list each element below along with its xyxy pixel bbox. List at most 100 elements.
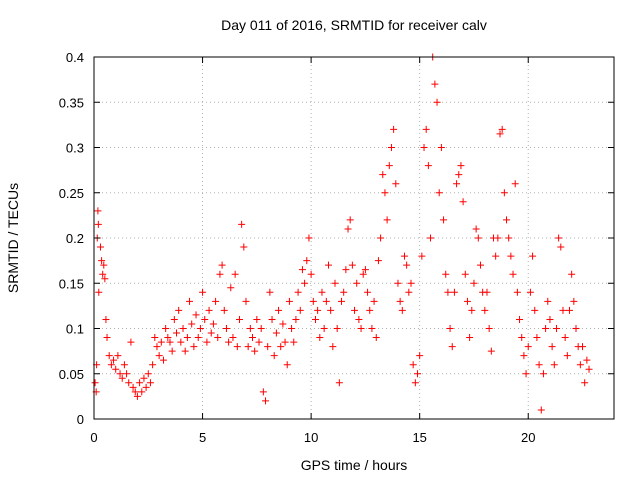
data-point (329, 343, 337, 351)
data-point (268, 315, 276, 323)
data-point (157, 338, 165, 346)
data-point (444, 288, 452, 296)
data-point (292, 315, 300, 323)
data-point (420, 144, 428, 151)
data-point (539, 370, 547, 378)
data-point (155, 352, 163, 360)
data-point (257, 325, 265, 332)
data-point (472, 225, 480, 233)
data-point (405, 288, 413, 296)
data-point (390, 125, 398, 133)
data-point (159, 356, 167, 364)
data-point (455, 171, 463, 179)
data-point (233, 343, 241, 351)
data-point (561, 334, 569, 342)
data-point (505, 234, 513, 242)
data-point (355, 315, 363, 323)
data-point (496, 130, 504, 138)
data-point (199, 288, 207, 296)
data-point (379, 171, 387, 179)
x-tick-label: 0 (90, 430, 97, 445)
y-tick-label: 0.05 (59, 367, 84, 382)
data-point (409, 361, 417, 369)
y-tick-label: 0.2 (66, 231, 84, 246)
data-point (509, 270, 517, 278)
data-point (565, 306, 573, 314)
data-point (535, 361, 543, 369)
data-point (242, 297, 250, 305)
data-point (361, 266, 369, 274)
data-point (107, 361, 115, 369)
data-point (231, 270, 239, 278)
data-point (542, 325, 550, 332)
data-point (294, 288, 302, 296)
data-point (550, 361, 558, 369)
data-point (411, 379, 419, 387)
data-point (166, 338, 174, 346)
data-point (568, 270, 576, 278)
data-point (368, 325, 376, 332)
data-point (101, 275, 109, 283)
data-point (307, 270, 315, 278)
data-point (476, 261, 484, 269)
y-tick-label: 0.25 (59, 186, 84, 201)
data-point (255, 338, 263, 346)
data-point (442, 270, 450, 278)
data-point (503, 216, 511, 224)
data-point (507, 252, 515, 260)
data-point (153, 343, 161, 351)
data-point (344, 225, 352, 233)
data-point (142, 383, 150, 391)
data-point (151, 334, 159, 342)
data-point (149, 361, 157, 369)
data-point (99, 270, 107, 278)
data-point (422, 125, 430, 133)
x-tick-label: 15 (412, 430, 426, 445)
data-point (238, 220, 246, 228)
data-point (424, 162, 432, 170)
data-point (112, 365, 120, 373)
data-point (453, 180, 461, 188)
data-point (364, 288, 372, 296)
data-point (220, 306, 228, 314)
data-point (192, 311, 200, 319)
data-point (240, 243, 248, 251)
data-point (186, 297, 194, 305)
data-point (120, 361, 128, 369)
data-point (179, 325, 187, 332)
data-point (585, 365, 593, 373)
data-point (183, 334, 191, 342)
data-point (309, 297, 317, 305)
data-point (583, 356, 591, 364)
data-point (431, 80, 439, 88)
data-point (359, 270, 367, 278)
data-point (335, 379, 343, 387)
data-point (164, 334, 172, 342)
data-point (131, 388, 139, 396)
data-point (492, 252, 500, 260)
data-point (570, 297, 578, 305)
data-point (351, 306, 359, 314)
data-point (348, 261, 356, 269)
data-point (100, 261, 108, 269)
y-tick-label: 0 (77, 412, 84, 427)
y-tick-label: 0.4 (66, 50, 84, 65)
data-point (526, 288, 534, 296)
y-tick-label: 0.35 (59, 95, 84, 110)
data-point (296, 306, 304, 314)
data-point (531, 306, 539, 314)
data-point (576, 361, 584, 369)
data-point (196, 325, 204, 332)
data-point (342, 266, 350, 274)
data-point (175, 306, 183, 314)
data-point (357, 325, 365, 332)
data-point (324, 261, 332, 269)
data-point (579, 343, 587, 351)
data-point (524, 343, 532, 351)
data-point (552, 325, 560, 332)
data-point (403, 261, 411, 269)
data-point (95, 288, 103, 296)
data-point (144, 370, 152, 378)
data-point (279, 320, 287, 328)
data-point (222, 325, 230, 332)
